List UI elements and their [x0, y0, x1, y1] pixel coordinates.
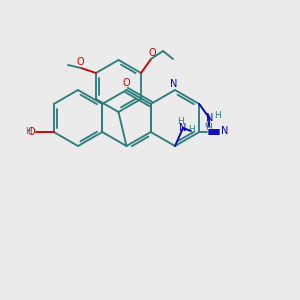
Text: C: C	[204, 121, 210, 130]
Text: N: N	[170, 79, 178, 89]
Text: O: O	[123, 78, 130, 88]
Text: H: H	[205, 124, 211, 133]
Text: N: N	[220, 126, 228, 136]
Text: H: H	[25, 127, 32, 136]
Text: O: O	[76, 57, 84, 67]
Text: O: O	[27, 127, 35, 137]
Text: H: H	[178, 116, 184, 125]
Text: N: N	[206, 113, 213, 123]
Text: N: N	[179, 123, 187, 133]
Text: H: H	[214, 112, 220, 121]
Text: O: O	[148, 48, 156, 58]
Text: H: H	[189, 125, 195, 134]
